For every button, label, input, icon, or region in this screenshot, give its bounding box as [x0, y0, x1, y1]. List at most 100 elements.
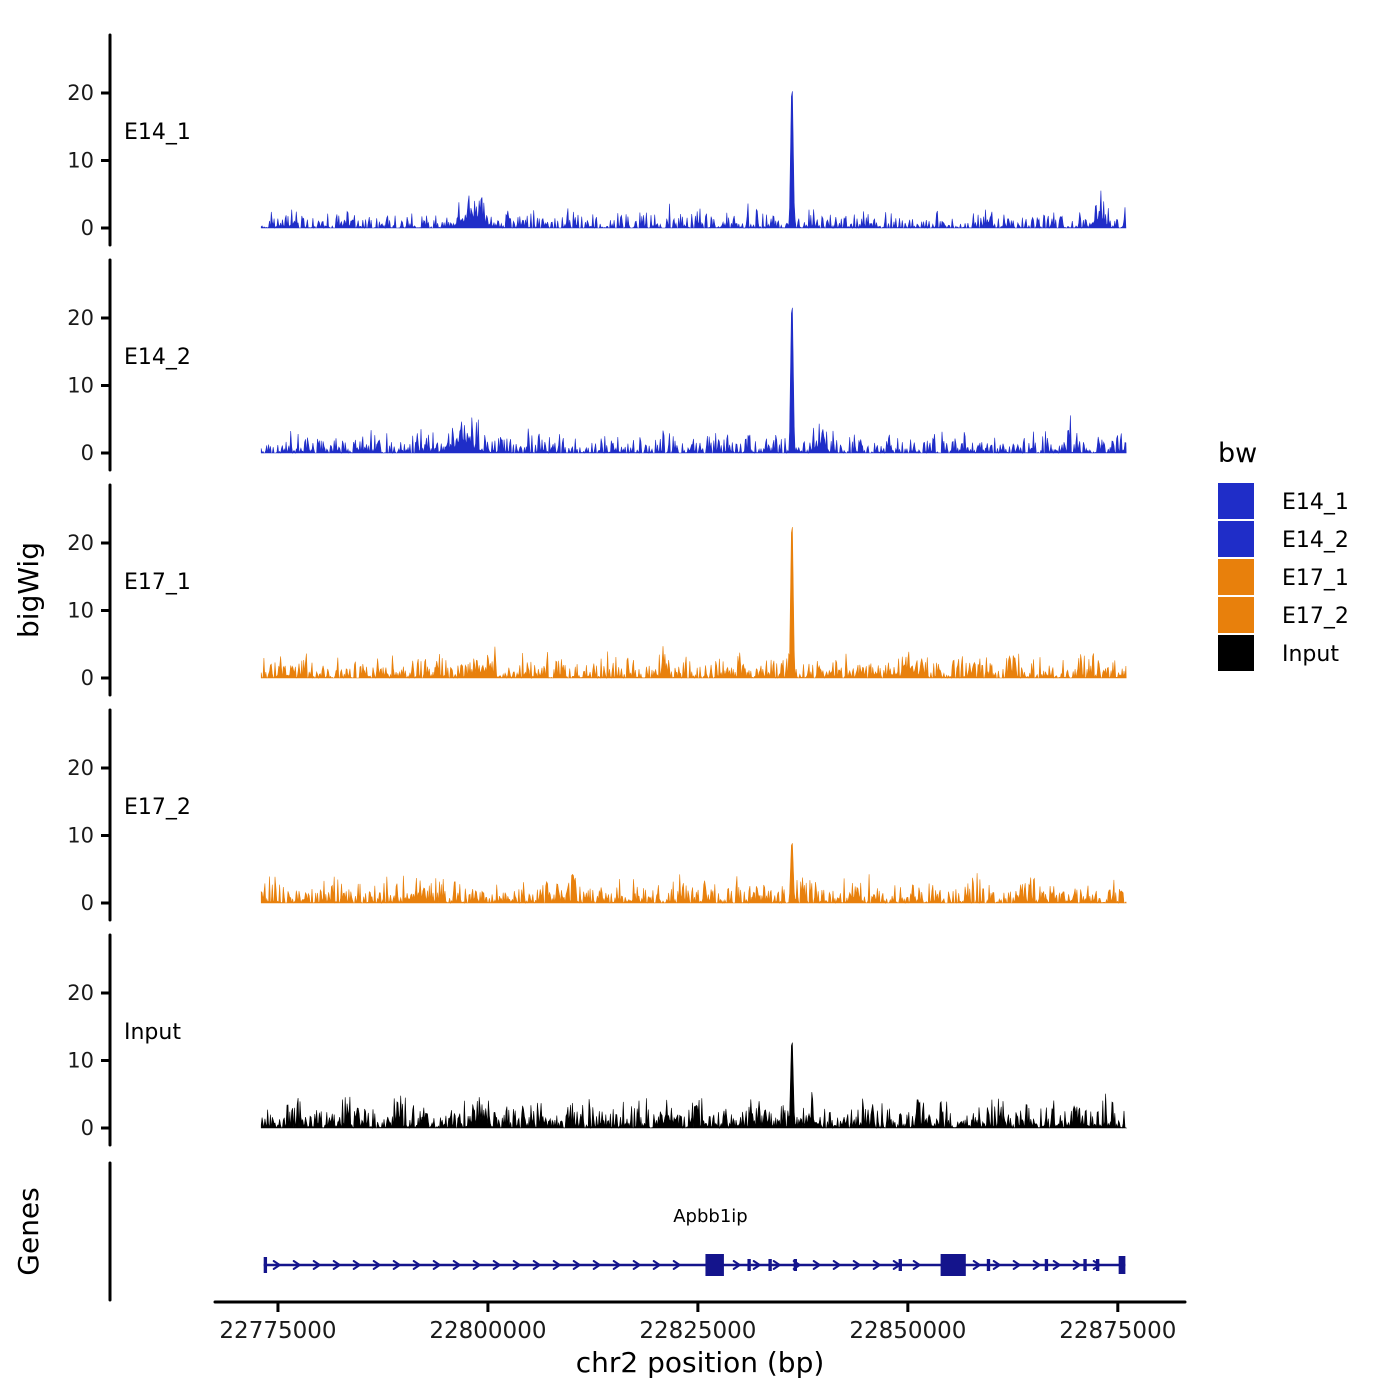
coverage-area-E14_2 — [260, 307, 1127, 455]
legend-label: E17_2 — [1282, 604, 1349, 629]
x-axis: 22775000 22800000 22825000 22850000 22875000… — [213, 1300, 1187, 1379]
legend-item-Input: Input — [1218, 635, 1339, 671]
gene-exon — [263, 1257, 268, 1273]
strand-arrow-icon — [1092, 1260, 1102, 1270]
strand-arrow-icon — [352, 1260, 362, 1270]
legend-item-E14_1: E14_1 — [1218, 483, 1349, 519]
gene-label: Apbb1ip — [673, 1206, 747, 1227]
gene-exon — [1044, 1259, 1049, 1271]
track-label-E14_1: E14_1 — [124, 120, 191, 145]
strand-arrow-icon — [912, 1260, 922, 1270]
legend: bw E14_1 E14_2 E17_1 E17_2 Input — [1218, 438, 1349, 671]
y-tick-label: 20 — [67, 81, 94, 105]
y-tick-label: 20 — [67, 531, 94, 555]
gene-exon — [747, 1259, 751, 1271]
y-axis-title-bigwig: bigWig — [12, 542, 45, 638]
y-tick-label: 20 — [67, 756, 94, 780]
y-tick-label: 0 — [81, 891, 94, 915]
gene-exon — [1118, 1256, 1126, 1274]
legend-swatch-E17_1 — [1218, 559, 1254, 595]
x-tick-label: 22850000 — [849, 1318, 966, 1344]
strand-arrow-icon — [792, 1260, 802, 1270]
legend-label: Input — [1282, 642, 1339, 667]
y-tick-label: 10 — [67, 599, 94, 623]
strand-arrow-icon — [812, 1260, 822, 1270]
track-panel-Input: 0 10 20 Input — [67, 933, 1128, 1147]
y-tick-label: 10 — [67, 824, 94, 848]
strand-arrow-icon — [1012, 1260, 1022, 1270]
strand-arrow-icon — [1072, 1260, 1082, 1270]
x-axis-title: chr2 position (bp) — [576, 1346, 825, 1379]
legend-title: bw — [1218, 438, 1257, 469]
strand-arrow-icon — [732, 1260, 742, 1270]
legend-swatch-E14_1 — [1218, 483, 1254, 519]
strand-arrow-icon — [572, 1260, 582, 1270]
legend-swatch-E14_2 — [1218, 521, 1254, 557]
track-panel-E14_1: 0 10 20 E14_1 — [67, 33, 1127, 247]
strand-arrow-icon — [1032, 1260, 1042, 1270]
strand-arrow-icon — [432, 1260, 442, 1270]
strand-arrow-icon — [832, 1260, 842, 1270]
coverage-area-E14_1 — [260, 91, 1127, 230]
track-label-E17_2: E17_2 — [124, 795, 191, 820]
x-tick-label: 22875000 — [1059, 1318, 1176, 1344]
legend-label: E14_1 — [1282, 490, 1349, 515]
strand-arrow-icon — [272, 1260, 282, 1270]
strand-arrow-icon — [532, 1260, 542, 1270]
track-panel-E17_2: 0 10 20 E17_2 — [67, 708, 1127, 922]
coverage-area-E17_1 — [260, 527, 1127, 680]
track-label-Input: Input — [124, 1020, 181, 1045]
gene-exon — [768, 1259, 772, 1271]
legend-item-E17_1: E17_1 — [1218, 559, 1349, 595]
strand-arrow-icon — [452, 1260, 462, 1270]
strand-arrow-icon — [632, 1260, 642, 1270]
gene-exon — [793, 1259, 797, 1271]
legend-swatch-Input — [1218, 635, 1254, 671]
track-panel-E14_2: 0 10 20 E14_2 — [67, 258, 1127, 472]
coverage-area-Input — [260, 1042, 1128, 1130]
legend-label: E17_1 — [1282, 566, 1349, 591]
strand-arrow-icon — [612, 1260, 622, 1270]
y-tick-label: 0 — [81, 1116, 94, 1140]
strand-arrow-icon — [992, 1260, 1002, 1270]
y-tick-label: 10 — [67, 374, 94, 398]
strand-arrow-icon — [292, 1260, 302, 1270]
strand-arrow-icon — [872, 1260, 882, 1270]
y-axis-title-genes: Genes — [12, 1187, 45, 1275]
strand-arrow-icon — [372, 1260, 382, 1270]
x-tick-label: 22775000 — [219, 1318, 336, 1344]
strand-arrow-icon — [552, 1260, 562, 1270]
legend-item-E14_2: E14_2 — [1218, 521, 1349, 557]
strand-arrow-icon — [332, 1260, 342, 1270]
strand-arrow-icon — [492, 1260, 502, 1270]
strand-arrow-icon — [852, 1260, 862, 1270]
y-tick-label: 20 — [67, 306, 94, 330]
legend-label: E14_2 — [1282, 528, 1349, 553]
gene-exon — [986, 1259, 991, 1271]
x-tick-label: 22800000 — [429, 1318, 546, 1344]
strand-arrow-icon — [892, 1260, 902, 1270]
track-label-E17_1: E17_1 — [124, 570, 191, 595]
y-tick-label: 10 — [67, 149, 94, 173]
y-tick-label: 0 — [81, 216, 94, 240]
strand-arrow-icon — [592, 1260, 602, 1270]
track-panel-E17_1: 0 10 20 E17_1 — [67, 483, 1127, 697]
legend-swatch-E17_2 — [1218, 597, 1254, 633]
genes-panel: Apbb1ip — [108, 1161, 1126, 1302]
y-tick-label: 0 — [81, 666, 94, 690]
y-tick-label: 20 — [67, 981, 94, 1005]
strand-arrow-icon — [672, 1260, 682, 1270]
x-tick-label: 22825000 — [639, 1318, 756, 1344]
strand-arrow-icon — [772, 1260, 782, 1270]
strand-arrow-icon — [652, 1260, 662, 1270]
gene-exon — [940, 1254, 966, 1276]
strand-arrow-icon — [972, 1260, 982, 1270]
gene-exon — [705, 1254, 724, 1276]
legend-item-E17_2: E17_2 — [1218, 597, 1349, 633]
gene-exon — [1095, 1259, 1100, 1271]
coverage-area-E17_2 — [260, 843, 1127, 905]
y-tick-label: 0 — [81, 441, 94, 465]
